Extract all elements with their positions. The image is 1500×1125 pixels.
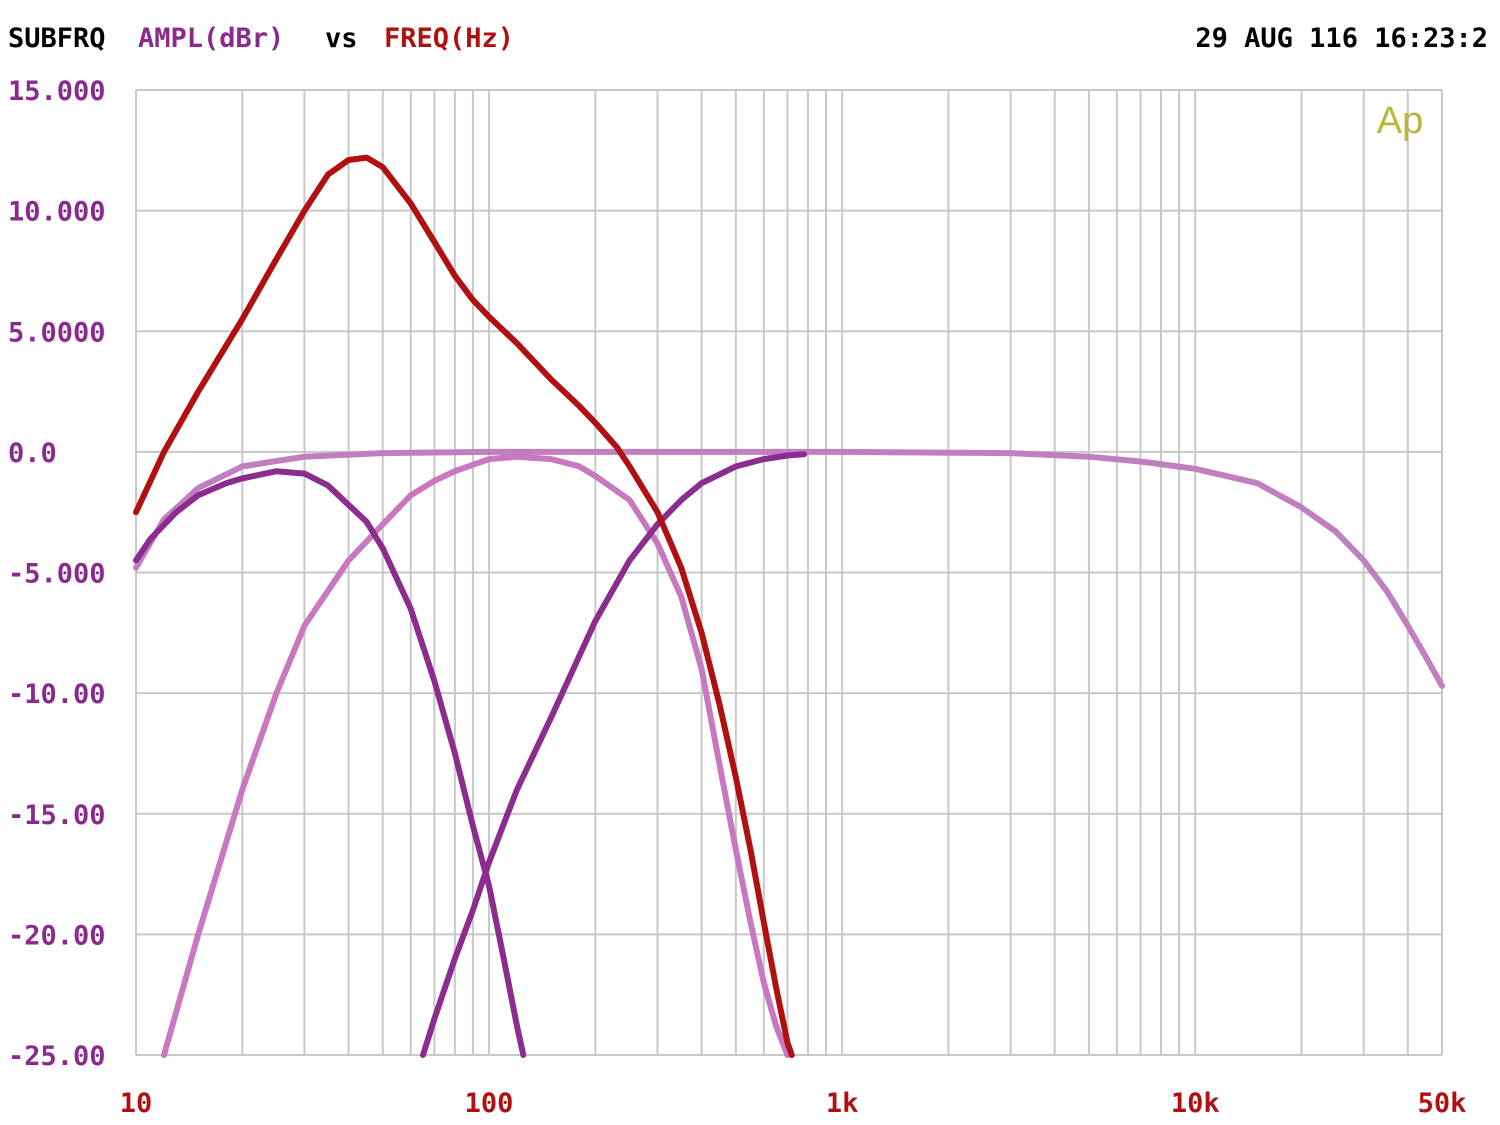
y-tick-label: 15.000 <box>8 76 106 107</box>
vs-label: vs <box>325 23 358 54</box>
x-tick-label: 1k <box>826 1088 859 1119</box>
grid <box>135 89 1443 1056</box>
y-tick-label: 10.000 <box>8 197 106 228</box>
y-tick-label: -15.00 <box>8 800 106 831</box>
series-lines <box>133 154 1445 1058</box>
series-line-1 <box>133 448 1445 689</box>
y-tick-label: -5.000 <box>8 559 106 590</box>
x-tick-labels: 10 100 1k 10k 50k <box>120 1088 1467 1119</box>
x-tick-label: 10 <box>120 1088 153 1119</box>
x-axis-label: FREQ(Hz) <box>384 23 514 54</box>
ap-logo: Ap <box>1377 100 1423 142</box>
chart-title-prefix: SUBFRQ <box>8 23 106 54</box>
y-axis-label: AMPL(dBr) <box>138 23 284 54</box>
y-tick-label: -25.00 <box>8 1041 106 1072</box>
y-tick-label: 5.0000 <box>8 317 106 348</box>
y-tick-labels: 15.000 10.000 5.0000 0.0 -5.000 -10.00 -15.00 -… <box>8 76 106 1072</box>
timestamp: 29 AUG 116 16:23:2 <box>1195 23 1488 54</box>
x-tick-label: 100 <box>465 1088 514 1119</box>
series-line-4 <box>420 451 807 1058</box>
y-tick-label: 0.0 <box>8 438 57 469</box>
series-line-5 <box>133 154 795 1058</box>
x-tick-label: 10k <box>1171 1088 1220 1119</box>
y-tick-label: -20.00 <box>8 920 106 951</box>
x-tick-label: 50k <box>1418 1088 1467 1119</box>
series-line-2 <box>161 453 791 1058</box>
series-line-3 <box>133 468 527 1058</box>
y-tick-label: -10.00 <box>8 679 106 710</box>
